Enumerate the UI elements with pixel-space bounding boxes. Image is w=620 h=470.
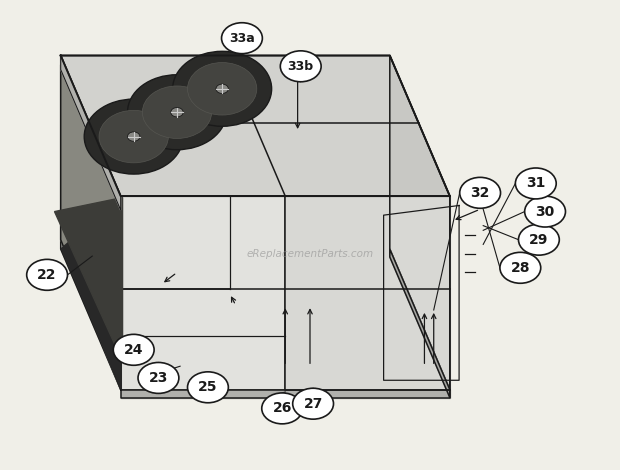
Ellipse shape	[171, 108, 183, 117]
Text: 31: 31	[526, 176, 546, 190]
Ellipse shape	[84, 99, 183, 174]
Ellipse shape	[143, 86, 211, 139]
Circle shape	[27, 259, 68, 290]
Text: 28: 28	[511, 261, 530, 275]
Circle shape	[515, 168, 556, 199]
Polygon shape	[61, 196, 122, 389]
Circle shape	[262, 393, 303, 424]
Polygon shape	[121, 390, 450, 398]
Ellipse shape	[172, 51, 272, 126]
Text: 27: 27	[303, 397, 323, 411]
Circle shape	[187, 372, 228, 403]
Circle shape	[518, 224, 559, 255]
Polygon shape	[61, 55, 450, 196]
Text: 26: 26	[272, 401, 292, 415]
Circle shape	[280, 51, 321, 82]
Ellipse shape	[128, 132, 140, 141]
Text: 32: 32	[471, 186, 490, 200]
Text: eReplacementParts.com: eReplacementParts.com	[246, 249, 374, 259]
Circle shape	[500, 252, 541, 283]
Polygon shape	[121, 196, 285, 390]
Polygon shape	[390, 55, 450, 390]
Ellipse shape	[216, 84, 228, 94]
Ellipse shape	[99, 110, 169, 163]
Text: 30: 30	[536, 204, 555, 219]
Circle shape	[459, 177, 500, 208]
Ellipse shape	[128, 75, 226, 150]
Text: 33a: 33a	[229, 31, 255, 45]
Polygon shape	[55, 197, 123, 361]
Text: 22: 22	[37, 268, 57, 282]
Polygon shape	[390, 249, 450, 398]
Ellipse shape	[187, 63, 257, 115]
Text: 33b: 33b	[288, 60, 314, 73]
Circle shape	[113, 334, 154, 365]
Polygon shape	[285, 196, 450, 390]
Circle shape	[138, 362, 179, 393]
Circle shape	[221, 23, 262, 54]
Circle shape	[293, 388, 334, 419]
Polygon shape	[61, 55, 121, 210]
Text: 25: 25	[198, 380, 218, 394]
Polygon shape	[61, 65, 121, 390]
Text: 24: 24	[124, 343, 143, 357]
Polygon shape	[61, 55, 121, 390]
Text: 23: 23	[149, 371, 168, 385]
Circle shape	[525, 196, 565, 227]
Text: 29: 29	[529, 233, 549, 247]
